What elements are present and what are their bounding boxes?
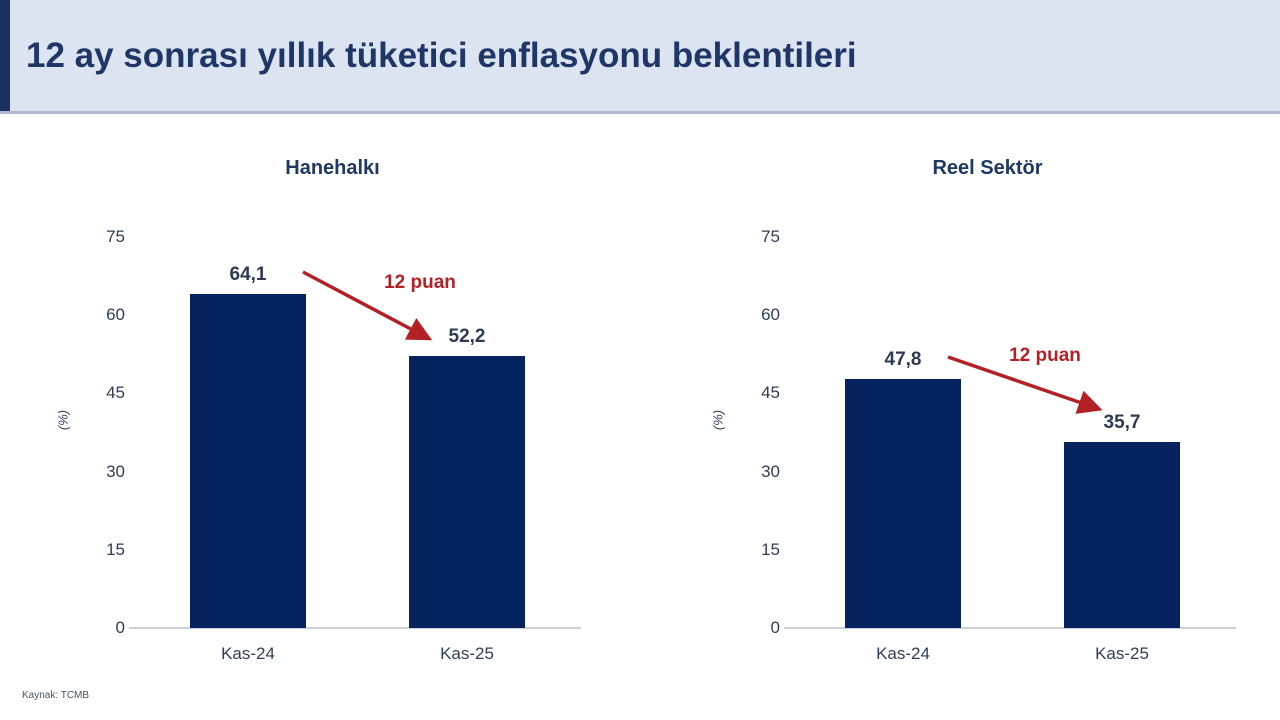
y-tick-label: 75	[761, 227, 780, 246]
y-axis-ticks: 0 15 30 45 60 75	[45, 113, 125, 690]
chart-reel-sektor: Reel Sektör (%) 0 15 30 45 60 75 12 puan 47,8…	[700, 113, 1236, 690]
y-tick-label: 60	[106, 305, 125, 325]
plot-area: 12 puan 64,1 52,2	[129, 237, 581, 629]
y-tick-label: 30	[106, 461, 125, 481]
y-tick-label: 0	[115, 618, 125, 637]
header-accent-bar	[0, 0, 10, 111]
x-axis-labels: Kas-24 Kas-25	[790, 644, 1230, 670]
y-tick-label: 30	[761, 461, 780, 481]
y-tick-label: 75	[106, 227, 125, 246]
y-tick-label: 15	[106, 539, 125, 559]
x-category-label: Kas-24	[876, 644, 930, 663]
x-axis-line	[784, 627, 1236, 629]
page-title: 12 ay sonrası yıllık tüketici enflasyonu…	[26, 35, 857, 75]
chart-title-hanehalki: Hanehalkı	[285, 157, 380, 179]
chart-hanehalki: Hanehalkı (%) 0 15 30 45 60 75 12 puan 64,1 52…	[45, 113, 581, 690]
annotation-label: 12 puan	[1009, 345, 1081, 366]
y-tick-label: 15	[761, 539, 780, 559]
y-tick-label: 45	[106, 383, 125, 403]
bar-value-label: 35,7	[1103, 411, 1141, 433]
y-axis-ticks: 0 15 30 45 60 75	[700, 113, 780, 690]
source-note: Kaynak: TCMB	[22, 690, 90, 701]
bar-kas-24	[190, 293, 306, 628]
plot-area: 12 puan 47,8 35,7	[784, 237, 1236, 629]
bar-kas-25	[1064, 441, 1180, 628]
y-tick-label: 45	[761, 383, 780, 403]
bar-value-label: 52,2	[448, 325, 486, 347]
x-category-label: Kas-25	[440, 644, 494, 663]
x-axis-labels: Kas-24 Kas-25	[135, 644, 575, 670]
bar-value-label: 64,1	[229, 263, 267, 285]
slide-header: 12 ay sonrası yıllık tüketici enflasyonu…	[0, 0, 1280, 114]
chart-title-reel-sektor: Reel Sektör	[932, 157, 1043, 179]
x-category-label: Kas-25	[1095, 644, 1149, 663]
x-axis-line	[129, 627, 581, 629]
bar-kas-24	[845, 378, 961, 628]
y-tick-label: 0	[770, 618, 780, 637]
bar-value-label: 47,8	[884, 348, 922, 370]
y-tick-label: 60	[761, 305, 780, 325]
bar-kas-25	[409, 355, 525, 628]
x-category-label: Kas-24	[221, 644, 275, 663]
annotation-label: 12 puan	[384, 272, 456, 293]
